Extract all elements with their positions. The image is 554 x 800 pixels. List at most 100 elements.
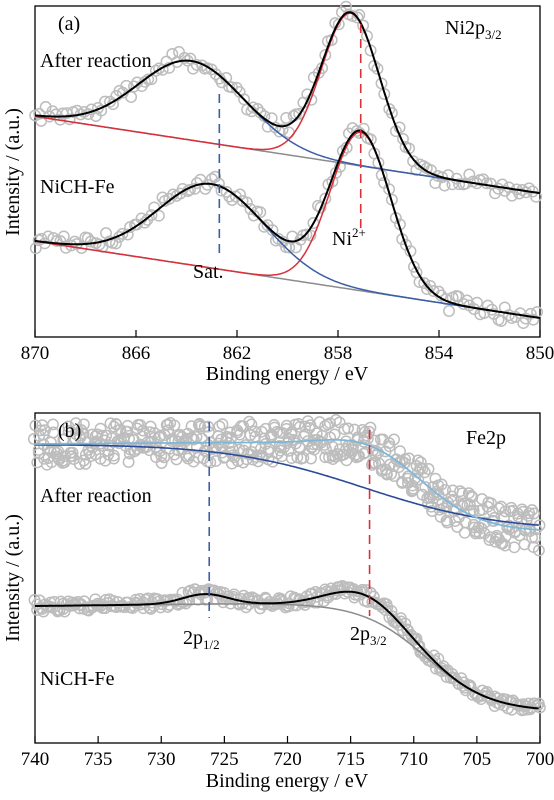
raw-data-point [39, 424, 51, 437]
raw-data-point [59, 241, 72, 254]
raw-data-point [144, 420, 157, 433]
raw-data-point [71, 596, 84, 608]
raw-data-point [407, 260, 420, 273]
fe-2p-3-2-label: 2p3/2 [350, 623, 387, 648]
raw-data-point [361, 432, 374, 445]
raw-data-point [340, 0, 352, 13]
raw-data-point [375, 77, 388, 90]
raw-data-point [300, 228, 313, 241]
raw-data-point [459, 516, 472, 529]
raw-data-point [319, 49, 332, 62]
panel-a-sample-nich-fe: NiCH-Fe [40, 176, 115, 198]
raw-data-point [156, 191, 169, 204]
raw-data-point [379, 604, 392, 617]
fitted-envelope [35, 439, 539, 531]
panel-b-raw-data [27, 414, 546, 717]
raw-data-point [139, 75, 151, 88]
raw-data-point [529, 531, 542, 544]
panel-a-frame [34, 5, 541, 338]
panel-b-region-label: Fe2p [466, 427, 506, 449]
raw-data-point [62, 424, 75, 437]
raw-data-point [266, 224, 279, 237]
raw-data-point [282, 444, 295, 457]
fitted-envelope [34, 129, 541, 319]
raw-data-point [57, 230, 70, 243]
raw-data-point [66, 450, 79, 463]
raw-data-point [202, 420, 215, 433]
raw-data-point [410, 632, 423, 645]
raw-data-point [77, 418, 90, 431]
raw-data-point [209, 170, 222, 183]
raw-data-point [225, 457, 238, 470]
fitted-envelope [35, 590, 539, 710]
raw-data-point [104, 417, 117, 430]
raw-data-point [149, 64, 162, 77]
panel-b-x-tick-label: 700 [526, 749, 554, 770]
raw-data-point [125, 91, 138, 103]
panel-a-region-label: Ni2p3/2 [445, 17, 502, 42]
raw-data-point [441, 516, 454, 529]
raw-data-point [378, 88, 391, 100]
raw-data-point [412, 473, 425, 486]
raw-data-point [443, 305, 455, 317]
raw-data-point [439, 483, 452, 496]
raw-data-point [63, 113, 76, 126]
raw-data-point [465, 489, 478, 502]
raw-data-point [155, 457, 168, 469]
panel-b-x-tick-label: 725 [210, 749, 239, 770]
raw-data-point [204, 456, 217, 469]
raw-data-point [283, 241, 296, 254]
raw-data-point [351, 11, 364, 24]
raw-data-point [458, 526, 471, 539]
panel-a-x-tick-label: 862 [223, 343, 252, 364]
panel-b-sample-nich-fe: NiCH-Fe [40, 668, 115, 690]
raw-data-point [348, 423, 361, 436]
fitted-envelope [34, 11, 541, 195]
raw-data-point [414, 456, 427, 469]
raw-data-point [330, 414, 342, 426]
raw-data-point [523, 507, 536, 520]
raw-data-point [478, 307, 491, 319]
raw-data-point [502, 309, 515, 322]
raw-data-point [418, 277, 431, 290]
component-peak-ni2plus [34, 131, 541, 319]
raw-data-point [254, 206, 267, 219]
raw-data-point [145, 209, 158, 222]
raw-data-point [426, 505, 439, 517]
raw-data-point [532, 544, 545, 557]
raw-data-point [496, 537, 509, 550]
raw-data-point [419, 481, 432, 494]
raw-data-point [178, 52, 191, 64]
panel-b-x-tick-label: 705 [463, 749, 492, 770]
panel-b-fit-lines [35, 422, 539, 710]
raw-data-point [79, 457, 92, 470]
raw-data-point [299, 428, 312, 441]
panel-a-x-ticks: 870 866 862 858 854 850 [21, 330, 554, 364]
raw-data-point [371, 62, 384, 75]
raw-data-point [215, 440, 228, 453]
raw-data-point [499, 505, 512, 518]
raw-data-point [346, 10, 359, 23]
raw-data-point [108, 420, 121, 433]
raw-data-point [531, 699, 544, 712]
raw-data-point [231, 426, 244, 439]
raw-data-point [438, 179, 451, 192]
raw-data-point [245, 418, 258, 431]
raw-data-point [453, 178, 466, 191]
raw-data-point [240, 196, 253, 209]
panel-b-x-tick-label: 735 [84, 749, 113, 770]
raw-data-point [332, 18, 345, 31]
raw-data-point [418, 466, 431, 479]
raw-data-point [248, 425, 261, 438]
panel-b-x-axis-label: Binding energy / eV [206, 770, 369, 792]
panel-a-x-tick-label: 870 [21, 343, 50, 364]
raw-data-point [107, 452, 120, 465]
raw-data-point [276, 123, 289, 136]
raw-data-point [421, 283, 433, 296]
raw-data-point [513, 187, 526, 200]
raw-data-point [194, 420, 207, 433]
panel-b-x-tick-label: 720 [273, 749, 302, 770]
panel-b-x-tick-label: 710 [400, 749, 429, 770]
raw-data-point [495, 315, 508, 327]
raw-data-point [305, 93, 318, 106]
